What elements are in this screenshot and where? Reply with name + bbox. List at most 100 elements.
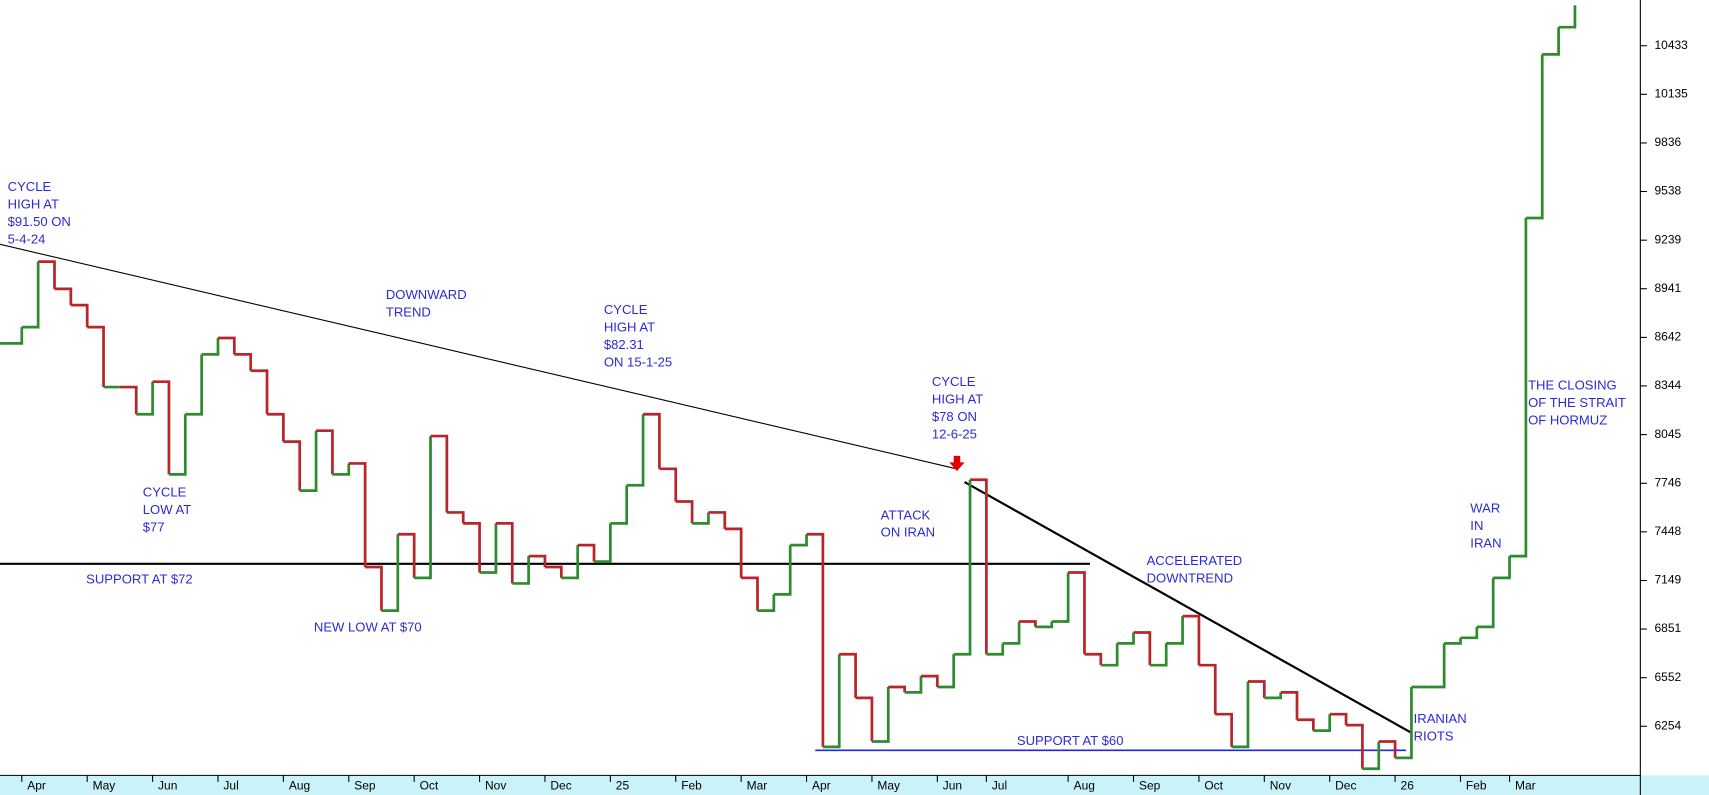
price-step — [1117, 632, 1135, 645]
price-step — [446, 511, 465, 524]
price-step — [234, 352, 253, 371]
annotation: $82.31 — [604, 337, 644, 352]
annotation: CYCLE — [604, 302, 648, 317]
price-step — [1509, 218, 1528, 558]
price-step — [1133, 631, 1152, 666]
x-tick-label: Oct — [420, 778, 439, 792]
price-step — [283, 440, 302, 491]
price-step — [54, 287, 73, 306]
annotation: HIGH AT — [604, 320, 655, 335]
price-step — [528, 554, 547, 567]
y-tick-label: 7448 — [1655, 524, 1682, 538]
price-step — [626, 414, 645, 487]
price-step — [348, 462, 367, 567]
price-step — [1149, 643, 1168, 667]
price-step — [250, 369, 269, 415]
price-step — [512, 556, 530, 585]
annotation: OF THE STRAIT — [1528, 395, 1626, 410]
price-step — [1231, 681, 1250, 749]
price-step — [708, 511, 727, 529]
y-tick-label: 8045 — [1655, 427, 1682, 441]
price-step — [1362, 741, 1381, 771]
annotation: LOW AT — [143, 502, 191, 517]
y-tick-label: 9836 — [1655, 135, 1682, 149]
price-step — [381, 534, 400, 612]
price-step — [1182, 614, 1201, 666]
arrow — [949, 455, 965, 472]
price-step — [839, 652, 857, 698]
price-step — [986, 643, 1005, 656]
y-tick-label: 6254 — [1655, 718, 1682, 732]
annotation: WAR — [1470, 501, 1500, 516]
price-step — [1215, 712, 1233, 747]
price-step — [152, 380, 171, 475]
x-tick-label: Jul — [223, 778, 238, 792]
y-tick-label: 9239 — [1655, 232, 1682, 246]
annotation: 12-6-25 — [932, 427, 977, 442]
price-step — [1313, 714, 1332, 733]
price-step — [1198, 663, 1217, 715]
price-step — [1346, 723, 1364, 769]
price-step — [1476, 577, 1495, 629]
price-step — [38, 260, 56, 289]
annotation: CYCLE — [8, 179, 52, 194]
price-step — [1264, 692, 1283, 700]
y-tick-label: 8642 — [1655, 330, 1682, 344]
price-step — [365, 565, 383, 611]
price-step — [806, 532, 825, 747]
price-step — [724, 527, 743, 578]
x-tick-label: Sep — [354, 778, 376, 792]
price-step — [430, 434, 449, 513]
price-step — [87, 325, 105, 388]
price-step — [397, 532, 416, 578]
x-tick-label: May — [877, 778, 900, 792]
annotation: ATTACK — [881, 507, 931, 522]
price-step — [21, 261, 40, 329]
annotation: NEW LOW AT $70 — [314, 620, 422, 635]
x-tick-label: 26 — [1401, 778, 1415, 792]
price-step — [1247, 680, 1266, 698]
annotation: HIGH AT — [8, 196, 59, 211]
price-step — [1280, 691, 1299, 720]
y-tick-label: 7746 — [1655, 475, 1682, 489]
x-tick-label: Feb — [1466, 778, 1487, 792]
annotation: IN — [1470, 518, 1483, 533]
y-tick-label: 7149 — [1655, 573, 1682, 587]
annotation: 5-4-24 — [8, 231, 46, 246]
x-tick-label: May — [93, 778, 116, 792]
price-step — [953, 479, 972, 656]
x-axis-band — [0, 775, 1709, 795]
y-tick-label: 6552 — [1655, 670, 1682, 684]
price-step — [855, 696, 874, 742]
price-step — [822, 654, 841, 749]
x-tick-label: Mar — [1515, 778, 1536, 792]
price-step — [463, 521, 481, 573]
price-step — [1395, 686, 1413, 760]
annotation: ON IRAN — [881, 525, 935, 540]
annotation: IRAN — [1470, 536, 1501, 551]
price-step — [594, 523, 612, 563]
x-tick-label: Nov — [485, 778, 506, 792]
price-step — [757, 594, 776, 612]
price-step — [1444, 637, 1462, 645]
y-tick-label: 6851 — [1655, 621, 1682, 635]
price-step — [741, 576, 759, 611]
price-step — [871, 686, 890, 743]
price-step — [659, 467, 678, 502]
price-step — [790, 534, 808, 547]
price-step — [1035, 621, 1054, 629]
annotation: SUPPORT AT $72 — [86, 572, 193, 587]
accelerated-trend-line — [964, 481, 1412, 734]
x-tick-label: Apr — [27, 778, 46, 792]
price-step — [267, 412, 285, 442]
y-tick-label: 8941 — [1655, 281, 1682, 295]
price-step — [544, 565, 563, 578]
price-step — [185, 354, 203, 416]
annotation: HIGH AT — [932, 392, 983, 407]
annotation: $78 ON — [932, 409, 977, 424]
annotation: TREND — [386, 304, 431, 319]
price-step — [1378, 740, 1397, 758]
annotation: DOWNTREND — [1147, 571, 1233, 586]
